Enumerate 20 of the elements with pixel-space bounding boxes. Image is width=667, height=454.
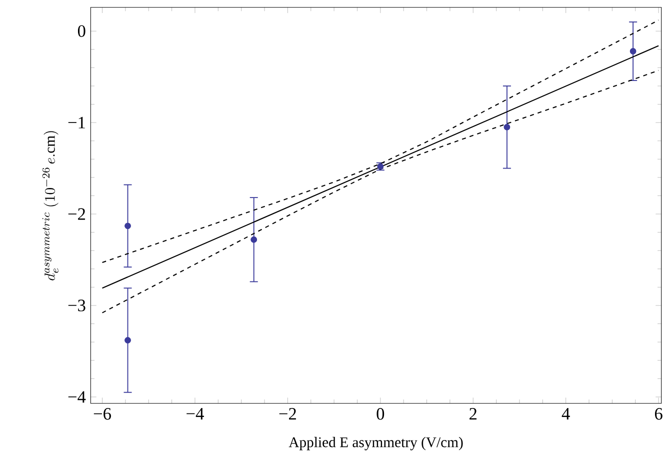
- x-tick-label: 4: [562, 408, 570, 420]
- y-tick-label: −3: [68, 300, 86, 312]
- y-tick-label: −2: [68, 208, 86, 220]
- x-tick-label: 6: [654, 408, 662, 420]
- y-tick-label: 0: [78, 25, 86, 37]
- y-axis-title: $d_{e}^{asymmetric}\;(10^{-26}\,e.\mathrm{cm})$: [42, 131, 58, 280]
- x-tick-label: −2: [279, 408, 296, 420]
- point: [124, 337, 131, 344]
- point: [124, 222, 131, 230]
- x-axis-title: Applied E asymmetry (V/cm): [288, 436, 463, 450]
- point: [504, 124, 510, 130]
- x-tick-label: 0: [376, 408, 384, 420]
- x-tick-label: −4: [186, 408, 204, 420]
- x-tick-label: −6: [94, 408, 111, 420]
- point: [630, 48, 636, 54]
- x-tick-label: 2: [470, 408, 477, 420]
- point: [250, 236, 258, 243]
- y-tick-label: −4: [68, 391, 86, 403]
- line-series: [102, 20, 660, 264]
- y-tick-label: −1: [68, 116, 85, 128]
